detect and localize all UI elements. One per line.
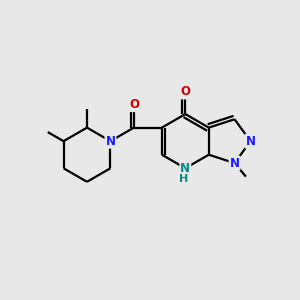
Text: H: H bbox=[179, 174, 188, 184]
Text: N: N bbox=[180, 162, 190, 175]
Text: N: N bbox=[245, 135, 256, 148]
Text: O: O bbox=[180, 85, 190, 98]
Text: O: O bbox=[129, 98, 139, 111]
Text: N: N bbox=[230, 157, 240, 169]
Text: N: N bbox=[105, 135, 116, 148]
